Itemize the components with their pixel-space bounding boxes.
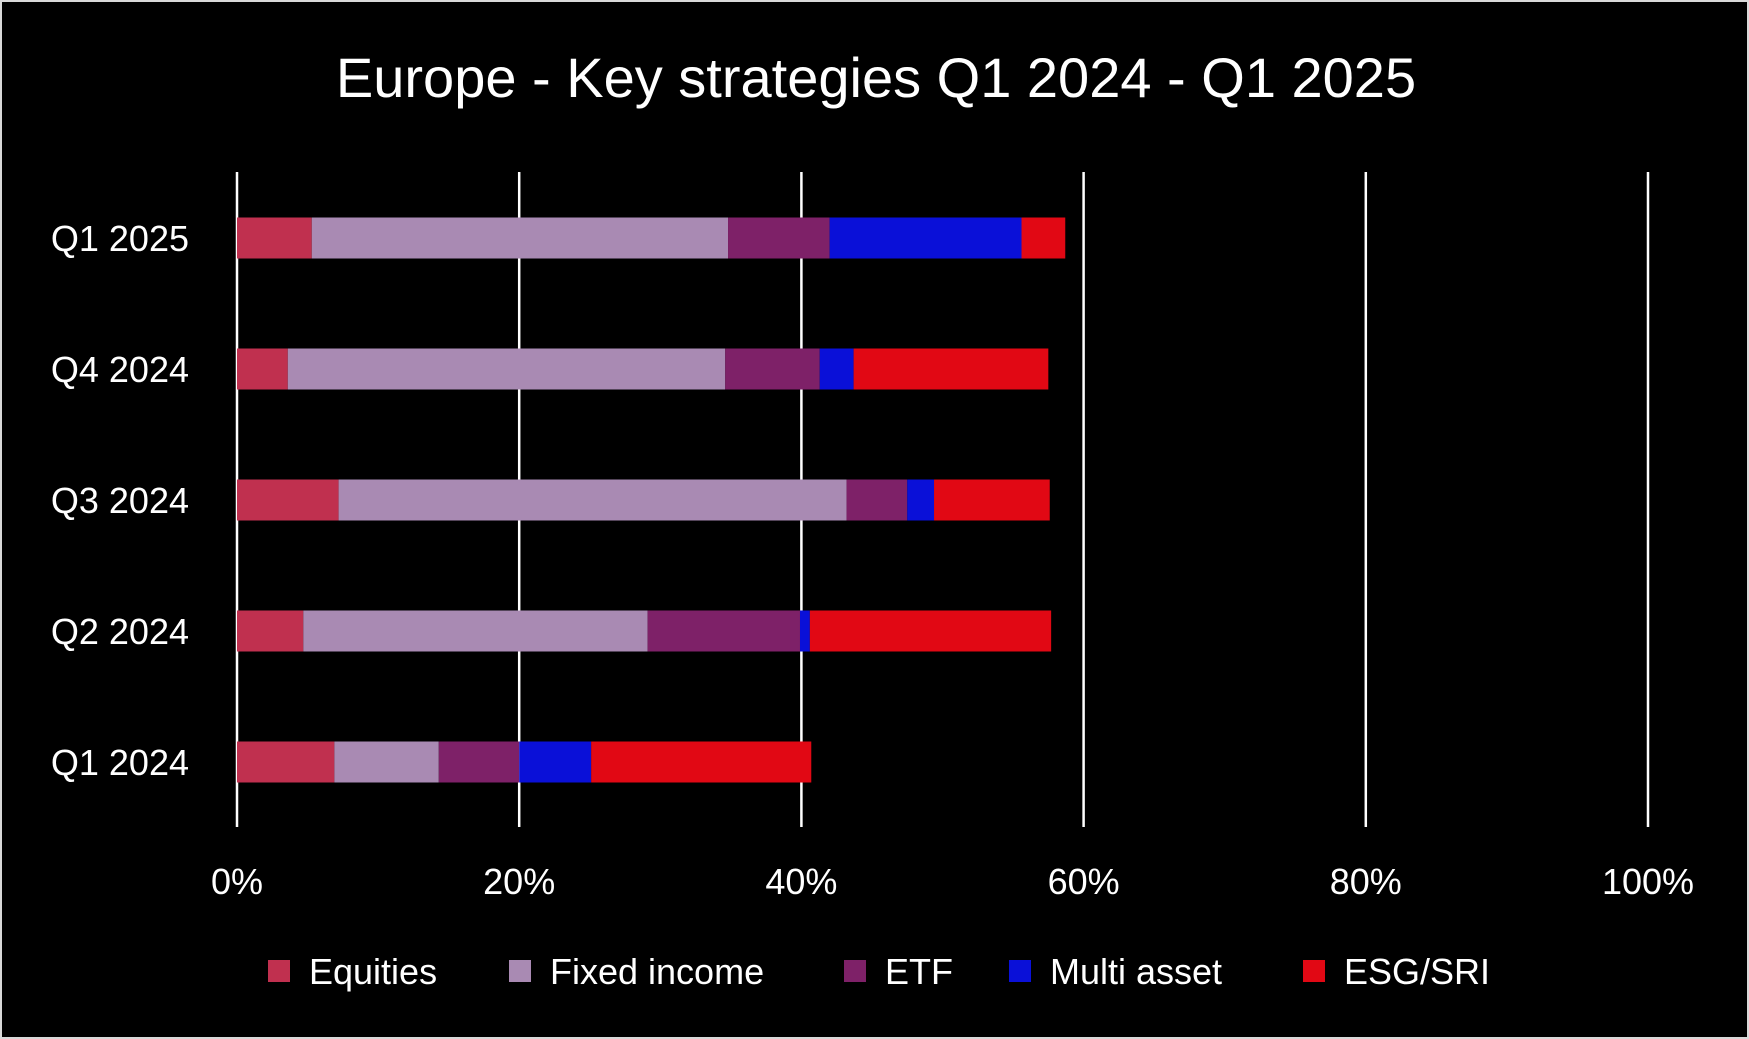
bar-segment-etf-q2-2024 — [647, 610, 800, 652]
bar-segment-equities-q2-2024 — [237, 610, 304, 652]
x-tick-label: 0% — [211, 861, 263, 902]
bar-segment-equities-q1-2024 — [237, 741, 335, 783]
legend-label: Equities — [309, 951, 437, 992]
bar-segment-fixed-income-q4-2024 — [287, 348, 726, 390]
bar-segment-fixed-income-q2-2024 — [303, 610, 648, 652]
bar-segment-etf-q4-2024 — [725, 348, 820, 390]
y-tick-label: Q3 2024 — [51, 480, 189, 521]
x-tick-label: 20% — [483, 861, 555, 902]
legend-label: Multi asset — [1050, 951, 1222, 992]
y-tick-label: Q4 2024 — [51, 349, 189, 390]
x-axis-labels: 0% 20% 40% 60% 80% 100% — [211, 861, 1694, 902]
x-tick-label: 60% — [1048, 861, 1120, 902]
bar-segment-multi-asset-q4-2024 — [819, 348, 854, 390]
chart-title: Europe - Key strategies Q1 2024 - Q1 202… — [336, 46, 1416, 109]
legend: Equities Fixed income ETF Multi asset ESG/SR… — [268, 951, 1490, 992]
legend-swatch — [844, 960, 866, 982]
bar-segment-multi-asset-q1-2025 — [829, 217, 1022, 259]
bar-segment-esg-sri-q3-2024 — [934, 479, 1050, 521]
y-axis-labels: Q1 2025 Q4 2024 Q3 2024 Q2 2024 Q1 2024 — [51, 218, 189, 783]
legend-swatch — [1009, 960, 1031, 982]
bar-segment-etf-q3-2024 — [846, 479, 908, 521]
bar-segment-fixed-income-q1-2024 — [334, 741, 439, 783]
y-tick-label: Q1 2025 — [51, 218, 189, 259]
bar-segment-equities-q1-2025 — [237, 217, 312, 259]
legend-item-fixed-income: Fixed income — [509, 951, 764, 992]
bars — [237, 217, 1066, 783]
x-tick-label: 100% — [1602, 861, 1694, 902]
bar-segment-multi-asset-q1-2024 — [519, 741, 592, 783]
bar-segment-etf-q1-2025 — [728, 217, 830, 259]
x-tick-label: 80% — [1330, 861, 1402, 902]
legend-swatch — [1303, 960, 1325, 982]
legend-label: ESG/SRI — [1344, 951, 1490, 992]
bar-segment-esg-sri-q1-2025 — [1021, 217, 1066, 259]
legend-label: Fixed income — [550, 951, 764, 992]
x-tick-label: 40% — [765, 861, 837, 902]
bar-segment-fixed-income-q1-2025 — [311, 217, 729, 259]
legend-swatch — [509, 960, 531, 982]
legend-item-multi-asset: Multi asset — [1009, 951, 1222, 992]
y-tick-label: Q1 2024 — [51, 742, 189, 783]
legend-item-equities: Equities — [268, 951, 437, 992]
bar-segment-esg-sri-q4-2024 — [853, 348, 1049, 390]
bar-segment-fixed-income-q3-2024 — [338, 479, 847, 521]
legend-label: ETF — [885, 951, 953, 992]
bar-segment-multi-asset-q2-2024 — [799, 610, 810, 652]
bar-segment-multi-asset-q3-2024 — [907, 479, 935, 521]
y-tick-label: Q2 2024 — [51, 611, 189, 652]
legend-swatch — [268, 960, 290, 982]
bar-segment-esg-sri-q1-2024 — [591, 741, 812, 783]
bar-segment-esg-sri-q2-2024 — [809, 610, 1052, 652]
bar-segment-etf-q1-2024 — [438, 741, 520, 783]
bar-segment-equities-q3-2024 — [237, 479, 339, 521]
legend-item-etf: ETF — [844, 951, 953, 992]
legend-item-esg-sri: ESG/SRI — [1303, 951, 1490, 992]
bar-segment-equities-q4-2024 — [237, 348, 288, 390]
